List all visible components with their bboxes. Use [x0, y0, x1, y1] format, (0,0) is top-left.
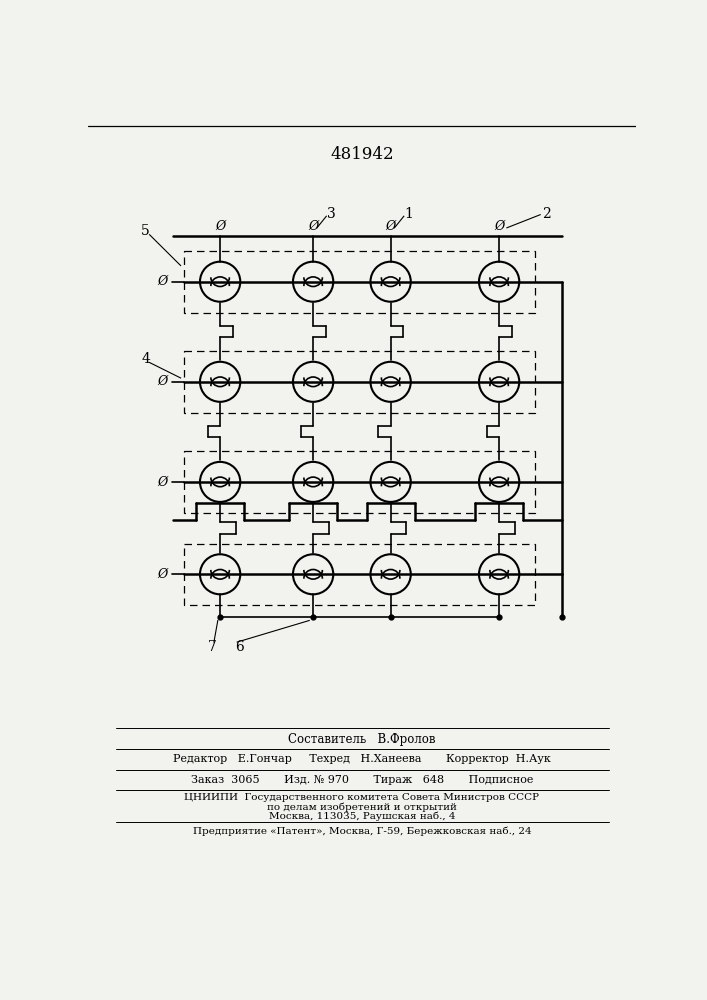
Text: Ø: Ø [158, 475, 168, 488]
Text: ЦНИИПИ  Государственного комитета Совета Министров СССР: ЦНИИПИ Государственного комитета Совета … [185, 793, 539, 802]
Text: 4: 4 [141, 352, 150, 366]
Text: Ø: Ø [215, 220, 226, 233]
Text: Предприятие «Патент», Москва, Г-59, Бережковская наб., 24: Предприятие «Патент», Москва, Г-59, Бере… [192, 827, 531, 836]
Text: Москва, 113035, Раушская наб., 4: Москва, 113035, Раушская наб., 4 [269, 811, 455, 821]
Text: 6: 6 [235, 640, 244, 654]
Text: Ø: Ø [494, 220, 504, 233]
Text: Ø: Ø [158, 375, 168, 388]
Bar [185, 544, 534, 605]
Text: Заказ  3065       Изд. № 970       Тираж   648       Подписное: Заказ 3065 Изд. № 970 Тираж 648 Подписно… [191, 775, 533, 785]
Text: Редактор   Е.Гончар     Техред   Н.Ханеева       Корректор  Н.Аук: Редактор Е.Гончар Техред Н.Ханеева Корре… [173, 754, 551, 764]
Text: 5: 5 [141, 224, 150, 238]
Text: Составитель   В.Фролов: Составитель В.Фролов [288, 733, 436, 746]
Text: 2: 2 [542, 207, 551, 221]
Text: Ø: Ø [308, 220, 318, 233]
Text: Ø: Ø [158, 275, 168, 288]
Text: 7: 7 [208, 640, 217, 654]
Text: 3: 3 [327, 207, 336, 221]
Bar [185, 251, 534, 312]
Text: 1: 1 [404, 207, 414, 221]
Text: Ø: Ø [385, 220, 396, 233]
Bar [185, 351, 534, 413]
Bar [185, 451, 534, 513]
Text: по делам изобретений и открытий: по делам изобретений и открытий [267, 802, 457, 812]
Text: 481942: 481942 [330, 146, 394, 163]
Text: Ø: Ø [158, 568, 168, 581]
